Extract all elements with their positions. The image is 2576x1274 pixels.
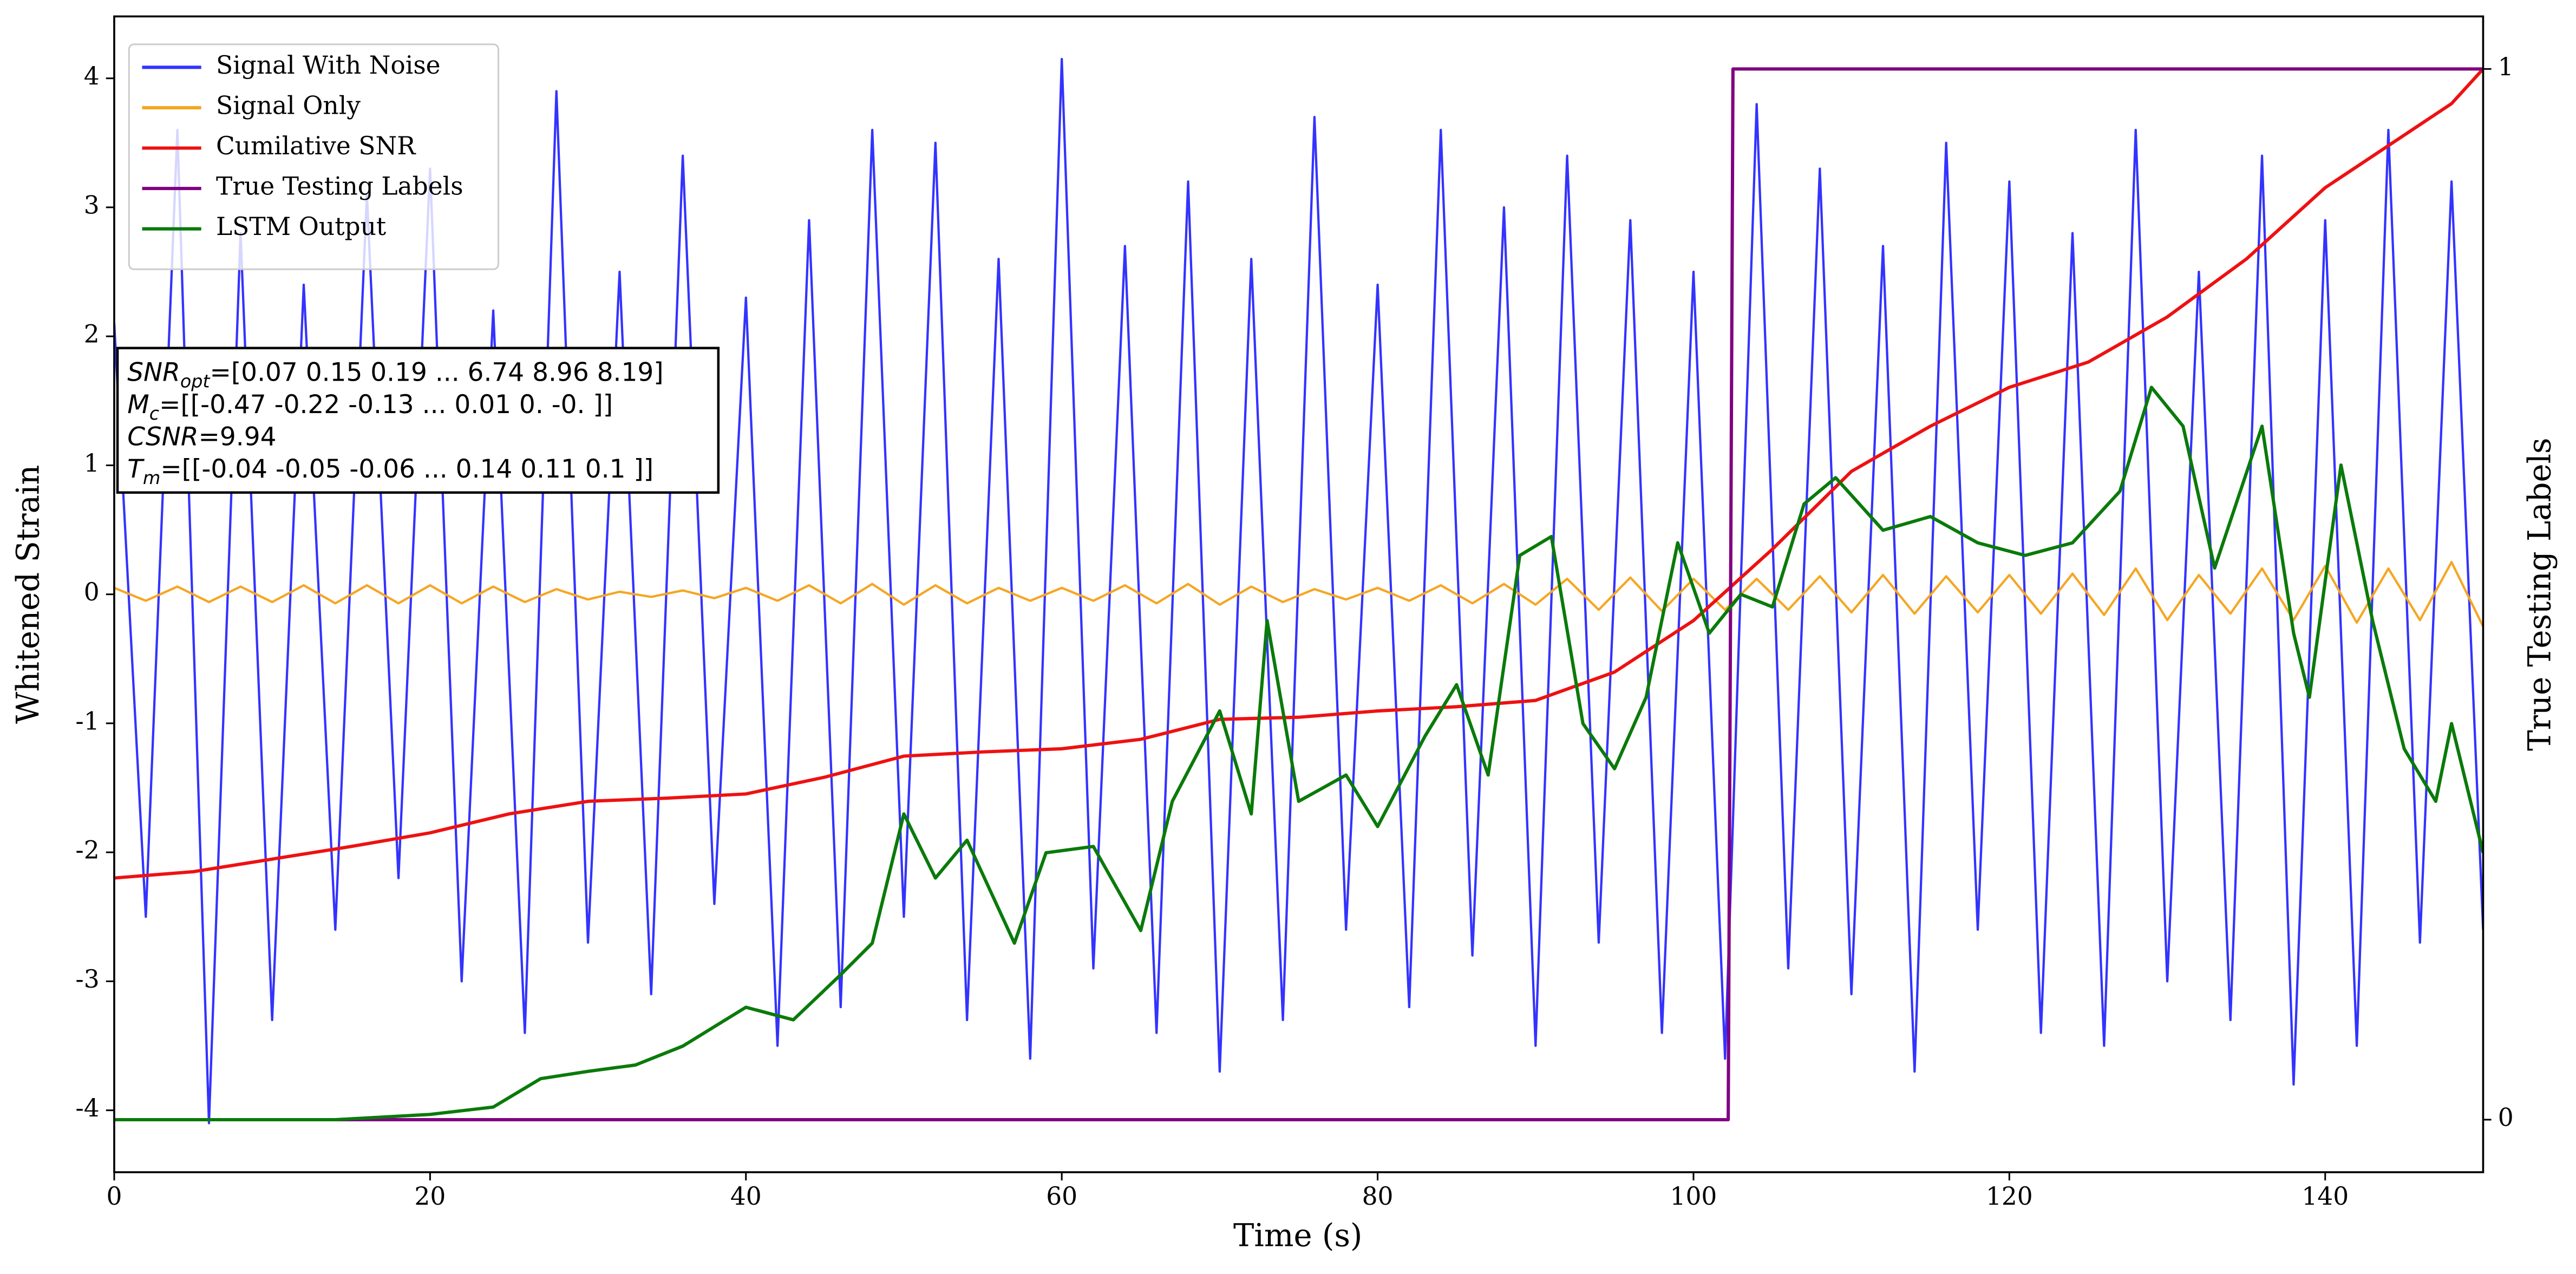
y-tick-label: -3 <box>75 965 99 994</box>
y-tick-label: 2 <box>84 320 100 349</box>
series-line <box>114 67 2483 1122</box>
legend-label: Cumilative SNR <box>216 132 416 160</box>
annotation-box <box>116 347 720 494</box>
annotation-line: CSNR=9.94 <box>127 422 276 452</box>
x-tick-label: 60 <box>1046 1182 1077 1211</box>
y-tick-label: -1 <box>75 707 99 735</box>
series-line <box>114 386 2483 1122</box>
y-tick-label: 4 <box>84 62 100 90</box>
x-tick-label: 140 <box>2302 1182 2349 1211</box>
y2-axis-label: True Testing Labels <box>2522 437 2558 751</box>
annotation-text: =[0.07 0.15 0.19 ... 6.74 8.96 8.19] <box>210 357 663 387</box>
series-line <box>114 68 2483 880</box>
y2-tick-label: 0 <box>2498 1103 2514 1132</box>
x-tick-label: 120 <box>1986 1182 2033 1211</box>
legend-label: Signal With Noise <box>216 51 441 80</box>
legend-box <box>128 43 500 270</box>
annotation-symbol: SNR <box>127 357 180 387</box>
x-tick-label: 100 <box>1670 1182 1717 1211</box>
x-axis-label: Time (s) <box>1233 1217 1362 1253</box>
y-tick-label: -4 <box>75 1094 99 1122</box>
annotation-line: Mc=[[-0.47 -0.22 -0.13 ... 0.01 0. -0. ]… <box>127 390 613 424</box>
y2-tick-label: 1 <box>2498 53 2514 81</box>
annotation-text: =[[-0.04 -0.05 -0.06 ... 0.14 0.11 0.1 ]… <box>160 454 653 484</box>
annotation-subscript: opt <box>180 371 211 392</box>
series-line <box>114 57 2483 1125</box>
annotation-text: =9.94 <box>199 422 277 452</box>
annotation-symbol: T <box>127 454 145 484</box>
y-tick-label: 1 <box>84 449 100 478</box>
x-tick-label: 80 <box>1362 1182 1394 1211</box>
annotation-text: =[[-0.47 -0.22 -0.13 ... 0.01 0. -0. ]] <box>159 390 613 420</box>
x-tick-label: 20 <box>414 1182 446 1211</box>
legend-label: LSTM Output <box>216 212 386 241</box>
x-tick-label: 40 <box>730 1182 762 1211</box>
y-tick-label: 0 <box>84 578 100 606</box>
y-axis-label: Whitened Strain <box>10 465 46 723</box>
annotation-symbol: CSNR <box>127 422 198 452</box>
y-tick-label: -2 <box>75 836 99 865</box>
annotation-line: Tm=[[-0.04 -0.05 -0.06 ... 0.14 0.11 0.1… <box>127 454 653 488</box>
annotation-line: SNRopt=[0.07 0.15 0.19 ... 6.74 8.96 8.1… <box>127 357 663 391</box>
legend-label: Signal Only <box>216 91 361 120</box>
x-tick-label: 0 <box>106 1182 122 1211</box>
legend-label: True Testing Labels <box>216 172 463 201</box>
annotation-symbol: M <box>127 390 149 420</box>
annotation-subscript: m <box>143 467 160 488</box>
series-line <box>114 560 2483 628</box>
y-tick-label: 3 <box>84 191 100 219</box>
annotation-subscript: c <box>149 403 159 424</box>
